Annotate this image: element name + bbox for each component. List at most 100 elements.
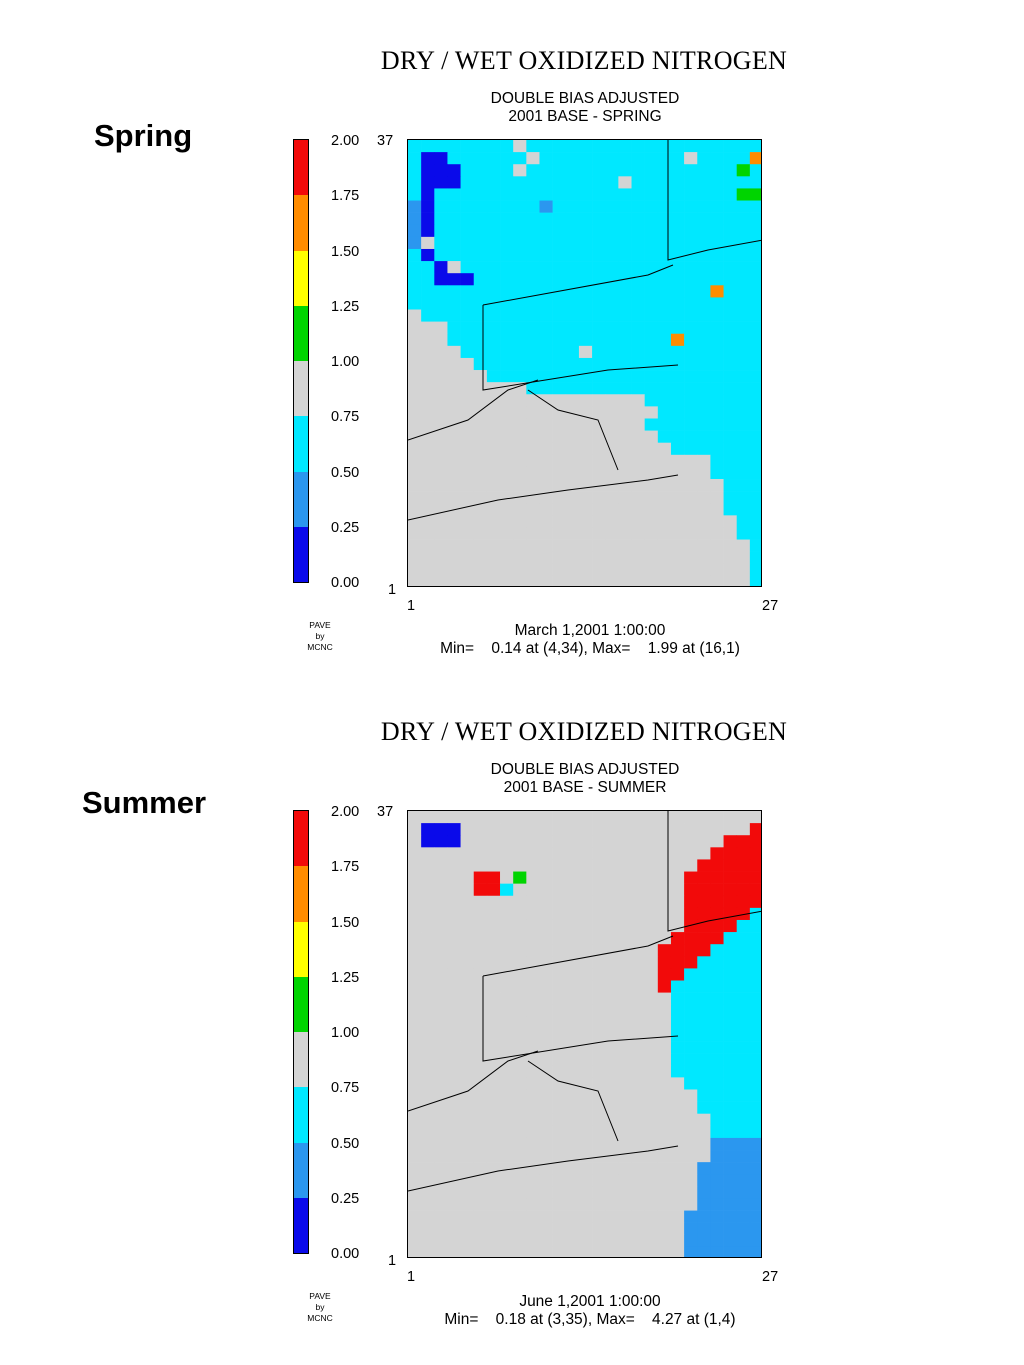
grid-cell <box>552 847 567 860</box>
grid-cell <box>592 823 606 836</box>
grid-cell <box>500 1004 514 1018</box>
grid-cell <box>684 968 698 981</box>
grid-cell <box>565 1004 580 1018</box>
pave-line-3: MCNC <box>307 1313 333 1323</box>
grid-cell <box>500 1113 514 1127</box>
grid-cell <box>710 345 724 359</box>
grid-cell <box>408 847 422 860</box>
grid-cell <box>513 1028 527 1042</box>
grid-cell <box>670 1016 685 1030</box>
grid-cell <box>500 406 514 419</box>
grid-cell <box>552 551 567 565</box>
grid-cell <box>486 515 501 528</box>
grid-cell <box>670 273 685 286</box>
grid-cell <box>526 1113 540 1127</box>
boundary-line <box>408 379 539 441</box>
grid-cell <box>657 1150 672 1163</box>
grid-cell <box>618 503 632 516</box>
grid-cell <box>592 188 606 201</box>
grid-cell <box>526 1222 540 1236</box>
grid-cell <box>578 430 593 443</box>
grid-cell <box>631 563 645 577</box>
grid-cell <box>473 454 488 468</box>
grid-cell <box>434 1077 448 1090</box>
grid-cell <box>460 956 475 969</box>
grid-cell <box>618 1041 632 1054</box>
grid-cell <box>500 370 514 383</box>
grid-cell <box>513 152 527 165</box>
grid-cell <box>526 345 540 359</box>
grid-cell <box>710 479 724 492</box>
grid-cell <box>421 345 435 359</box>
grid-cell <box>578 1198 593 1211</box>
grid-cell <box>486 333 501 347</box>
grid-cell <box>513 188 527 201</box>
grid-cell <box>657 176 672 189</box>
grid-cell <box>539 980 553 993</box>
grid-cell <box>486 370 501 383</box>
grid-cell <box>670 1113 685 1127</box>
grid-cell <box>631 871 645 884</box>
grid-cell <box>657 932 672 945</box>
grid-cell <box>657 1004 672 1018</box>
grid-cell <box>736 1041 751 1054</box>
grid-cell <box>631 248 645 262</box>
grid-cell <box>552 1077 567 1090</box>
grid-cell <box>631 919 645 933</box>
grid-cell <box>618 871 632 884</box>
grid-cell <box>605 895 619 909</box>
grid-cell <box>486 442 501 456</box>
grid-cell <box>539 503 553 516</box>
grid-cell <box>447 140 461 153</box>
grid-cell <box>460 1004 475 1018</box>
grid-cell <box>578 285 593 298</box>
grid-cell <box>500 212 514 226</box>
grid-cell <box>723 430 738 443</box>
grid-cell <box>684 1210 698 1223</box>
grid-cell <box>408 479 422 492</box>
grid-cell <box>565 919 580 933</box>
legend-label: 0.00 <box>331 575 360 591</box>
legend-label: 0.00 <box>331 1246 360 1262</box>
grid-cell <box>578 1174 593 1187</box>
grid-cell <box>447 1137 461 1151</box>
grid-cell <box>447 956 461 969</box>
grid-cell <box>513 956 527 969</box>
grid-cell <box>670 883 685 897</box>
grid-cell <box>460 1198 475 1211</box>
grid-cell <box>592 1137 606 1151</box>
grid-cell <box>657 575 672 586</box>
grid-cell <box>565 1028 580 1042</box>
grid-cell <box>408 466 422 480</box>
grid-cell <box>434 883 448 897</box>
grid-cell <box>605 919 619 933</box>
grid-cell <box>644 297 659 310</box>
grid-cell <box>631 980 645 993</box>
grid-cell <box>736 811 751 824</box>
grid-cell <box>486 418 501 431</box>
grid-cell <box>605 1137 619 1151</box>
grid-cell <box>513 479 527 492</box>
grid-cell <box>605 466 619 480</box>
grid-cell <box>736 309 751 322</box>
grid-cell <box>473 1210 488 1223</box>
grid-cell <box>578 919 593 933</box>
grid-cell <box>592 382 606 395</box>
grid-cell <box>657 224 672 238</box>
grid-cell <box>723 285 738 298</box>
grid-cell <box>684 248 698 262</box>
grid-cell <box>513 811 527 824</box>
grid-cell <box>723 309 738 322</box>
grid-cell <box>605 1016 619 1030</box>
grid-cell <box>526 1174 540 1187</box>
grid-cell <box>486 309 501 322</box>
grid-cell <box>749 919 761 933</box>
grid-cell <box>605 1198 619 1211</box>
grid-cell <box>421 944 435 957</box>
grid-cell <box>460 944 475 957</box>
grid-cell <box>670 1222 685 1236</box>
grid-cell <box>513 430 527 443</box>
grid-cell <box>526 1016 540 1030</box>
grid-cell <box>565 394 580 407</box>
grid-cell <box>736 895 751 909</box>
